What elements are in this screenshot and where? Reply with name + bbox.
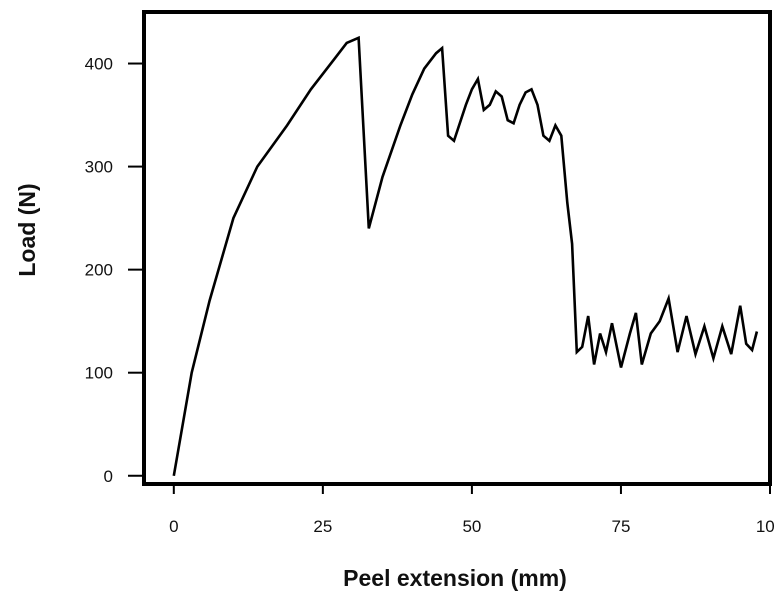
x-tick-label: 0	[169, 517, 178, 536]
y-tick-label: 100	[85, 364, 113, 383]
y-tick-label: 300	[85, 158, 113, 177]
x-tick-label: 100	[756, 517, 774, 536]
x-axis-label: Peel extension (mm)	[343, 565, 567, 591]
x-tick-label: 50	[462, 517, 481, 536]
x-tick-label: 75	[611, 517, 630, 536]
y-tick-label: 0	[104, 467, 113, 486]
y-axis-ticks: 0 100 200 300 400	[85, 55, 144, 486]
y-axis-label: Load (N)	[14, 183, 40, 276]
series-line-load	[172, 35, 759, 477]
y-tick-label: 400	[85, 55, 113, 74]
y-tick-label: 200	[85, 261, 113, 280]
x-axis-ticks: 0 25 50 75 100	[169, 484, 774, 536]
plot-frame	[142, 10, 772, 486]
x-tick-label: 25	[313, 517, 332, 536]
